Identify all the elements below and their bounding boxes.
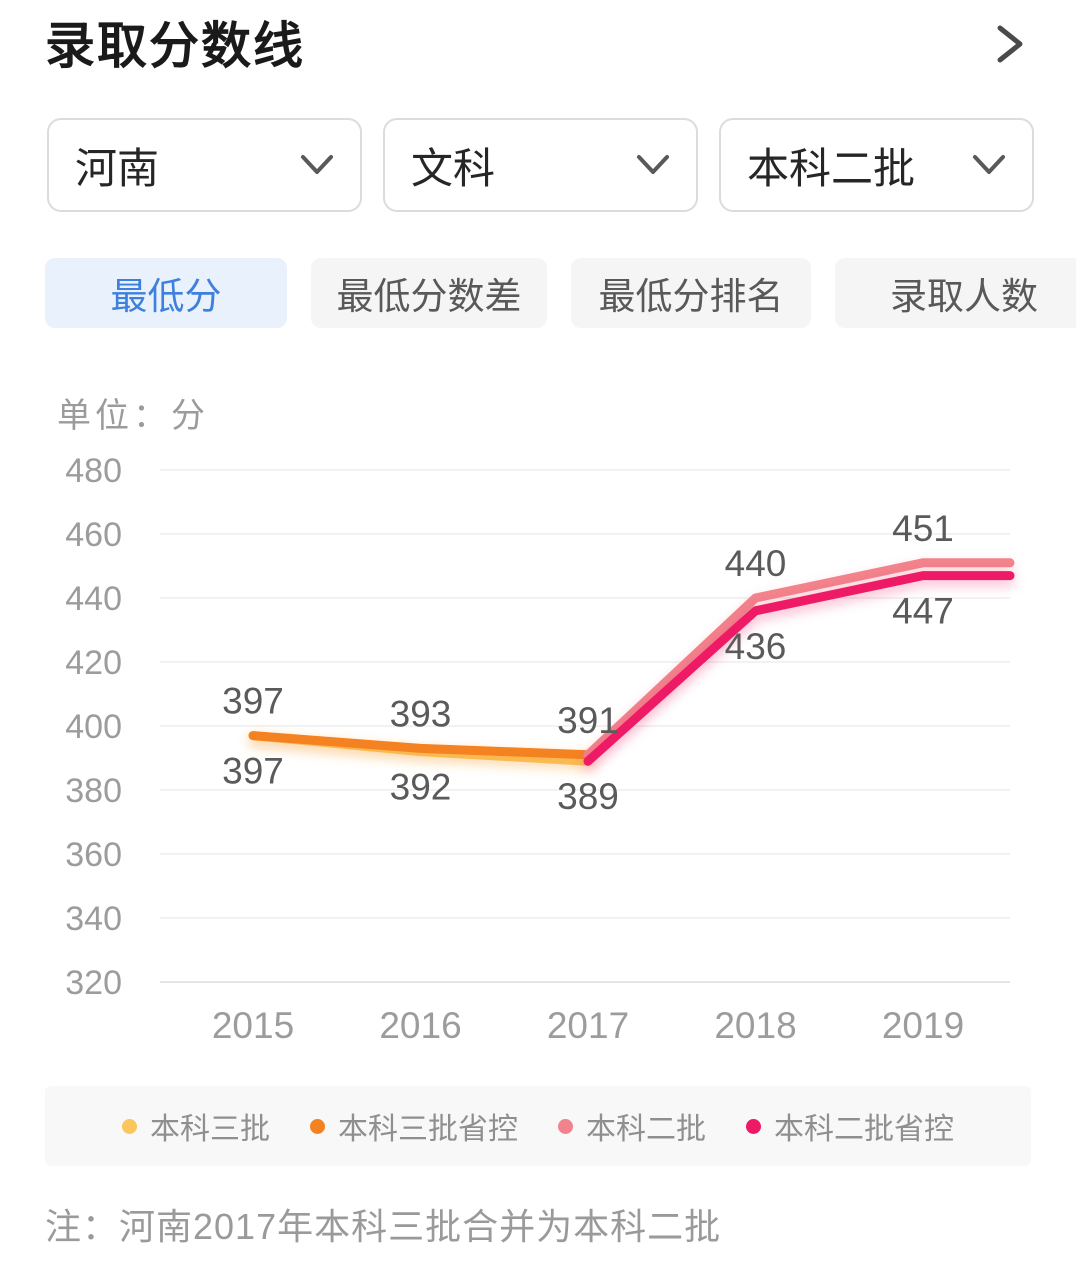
page-title: 录取分数线 — [45, 18, 305, 74]
batch-dropdown-value: 本科二批 — [747, 144, 916, 192]
y-axis-tick: 360 — [65, 836, 122, 874]
series-line-2 — [583, 558, 1015, 760]
score-line-chart: 320 340 360 380 400 420 440 460 480 2015 2016 2017 2… — [65, 452, 1015, 1046]
y-axis-tick: 380 — [65, 772, 122, 810]
y-axis-tick: 320 — [65, 964, 122, 1002]
data-label: 393 — [390, 693, 452, 734]
x-axis-tick: 2017 — [547, 1005, 629, 1046]
x-axis-tick: 2019 — [882, 1005, 964, 1046]
chart-legend: 本科三批 本科三批省控 本科二批 本科二批省控 — [45, 1086, 1031, 1166]
tab-lowest-score[interactable]: 最低分 — [45, 258, 287, 328]
series-line-3 — [583, 571, 1015, 766]
x-axis-tick: 2015 — [212, 1005, 294, 1046]
data-label: 397 — [222, 681, 284, 722]
data-label: 392 — [390, 767, 452, 808]
data-label: 440 — [725, 543, 787, 584]
chevron-right-icon[interactable] — [994, 22, 1028, 66]
chevron-down-icon — [301, 155, 333, 174]
tab-admission-count[interactable]: 录取人数 — [835, 258, 1076, 328]
batch2-control-dot-icon — [746, 1118, 761, 1134]
x-axis-tick: 2016 — [379, 1005, 461, 1046]
legend-item-batch3[interactable]: 本科三批 — [122, 1104, 270, 1148]
y-axis-tick: 400 — [65, 708, 122, 746]
subject-dropdown-value: 文科 — [411, 144, 496, 192]
y-axis-tick: 420 — [65, 644, 122, 682]
subject-dropdown[interactable]: 文科 — [383, 118, 698, 212]
legend-item-batch2-control[interactable]: 本科二批省控 — [746, 1104, 954, 1148]
chevron-down-icon — [973, 155, 1005, 174]
unit-label: 单位：分 — [57, 397, 209, 435]
legend-item-batch3-control[interactable]: 本科三批省控 — [310, 1104, 518, 1148]
batch2-dot-icon — [558, 1118, 573, 1134]
y-axis-tick: 480 — [65, 452, 122, 490]
y-axis-tick: 340 — [65, 900, 122, 938]
series-line-1 — [248, 731, 593, 760]
tab-lowest-score-diff[interactable]: 最低分数差 — [311, 258, 547, 328]
chart-note: 注：河南2017年本科三批合并为本科二批 — [45, 1206, 722, 1247]
y-axis-tick: 440 — [65, 580, 122, 618]
batch3-control-dot-icon — [310, 1118, 325, 1134]
legend-item-batch2[interactable]: 本科二批 — [558, 1104, 706, 1148]
chevron-down-icon — [637, 155, 669, 174]
x-axis-tick: 2018 — [714, 1005, 796, 1046]
metric-tabs: 最低分 最低分数差 最低分排名 录取人数 — [45, 258, 1076, 328]
data-label: 451 — [892, 508, 954, 549]
y-axis-tick: 460 — [65, 516, 122, 554]
tab-lowest-score-rank[interactable]: 最低分排名 — [571, 258, 811, 328]
province-dropdown[interactable]: 河南 — [47, 118, 362, 212]
province-dropdown-value: 河南 — [75, 144, 160, 192]
batch-dropdown[interactable]: 本科二批 — [719, 118, 1034, 212]
data-label: 389 — [557, 776, 619, 817]
filter-bar: 河南 文科 本科二批 — [47, 118, 1034, 212]
data-label: 436 — [725, 626, 787, 667]
data-label: 391 — [557, 700, 619, 741]
data-label: 447 — [892, 591, 954, 632]
batch3-dot-icon — [122, 1118, 137, 1134]
data-label: 397 — [222, 751, 284, 792]
